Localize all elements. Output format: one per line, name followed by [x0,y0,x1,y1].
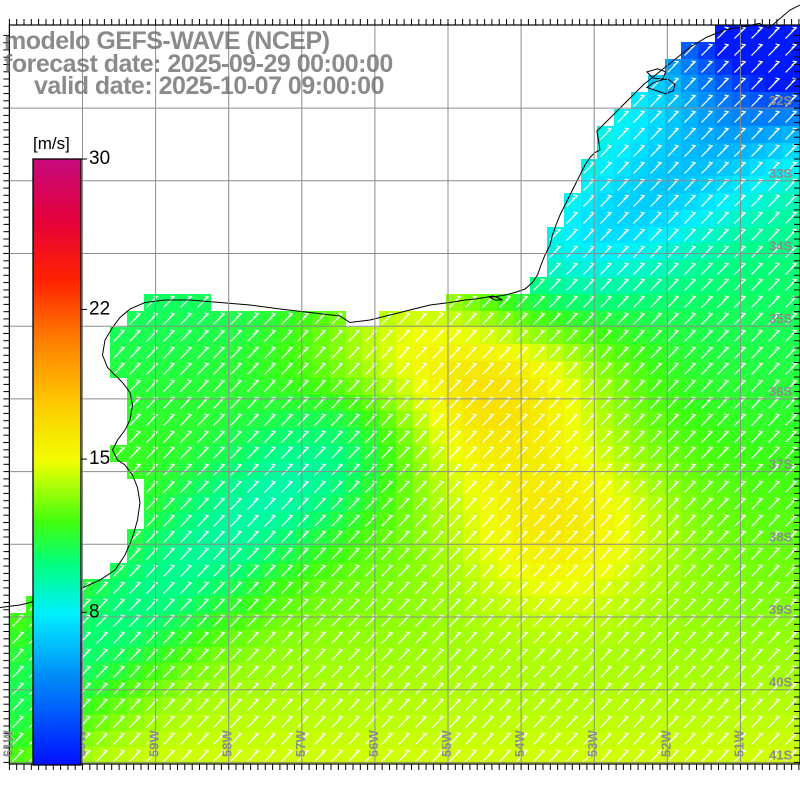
svg-text:35S: 35S [769,311,792,326]
svg-text:22: 22 [89,298,110,319]
svg-text:58W: 58W [220,730,235,757]
svg-text:38S: 38S [769,529,792,544]
svg-text:8: 8 [89,601,100,622]
svg-text:51W: 51W [731,730,746,757]
svg-text:34S: 34S [769,239,792,254]
svg-text:39S: 39S [769,602,792,617]
svg-text:52W: 52W [658,730,673,757]
svg-text:33S: 33S [769,166,792,181]
svg-text:32S: 32S [769,93,792,108]
svg-text:59W: 59W [147,730,162,757]
svg-text:40S: 40S [769,675,792,690]
svg-text:[m/s]: [m/s] [33,134,70,153]
svg-text:15: 15 [89,448,110,469]
svg-text:36S: 36S [769,384,792,399]
svg-text:53W: 53W [585,730,600,757]
svg-text:61W: 61W [0,730,15,757]
svg-text:30: 30 [89,148,110,169]
svg-text:37S: 37S [769,457,792,472]
svg-text:41S: 41S [769,747,792,762]
svg-text:56W: 56W [366,730,381,757]
svg-text:57W: 57W [293,730,308,757]
svg-text:54W: 54W [512,730,527,757]
svg-text:55W: 55W [439,730,454,757]
